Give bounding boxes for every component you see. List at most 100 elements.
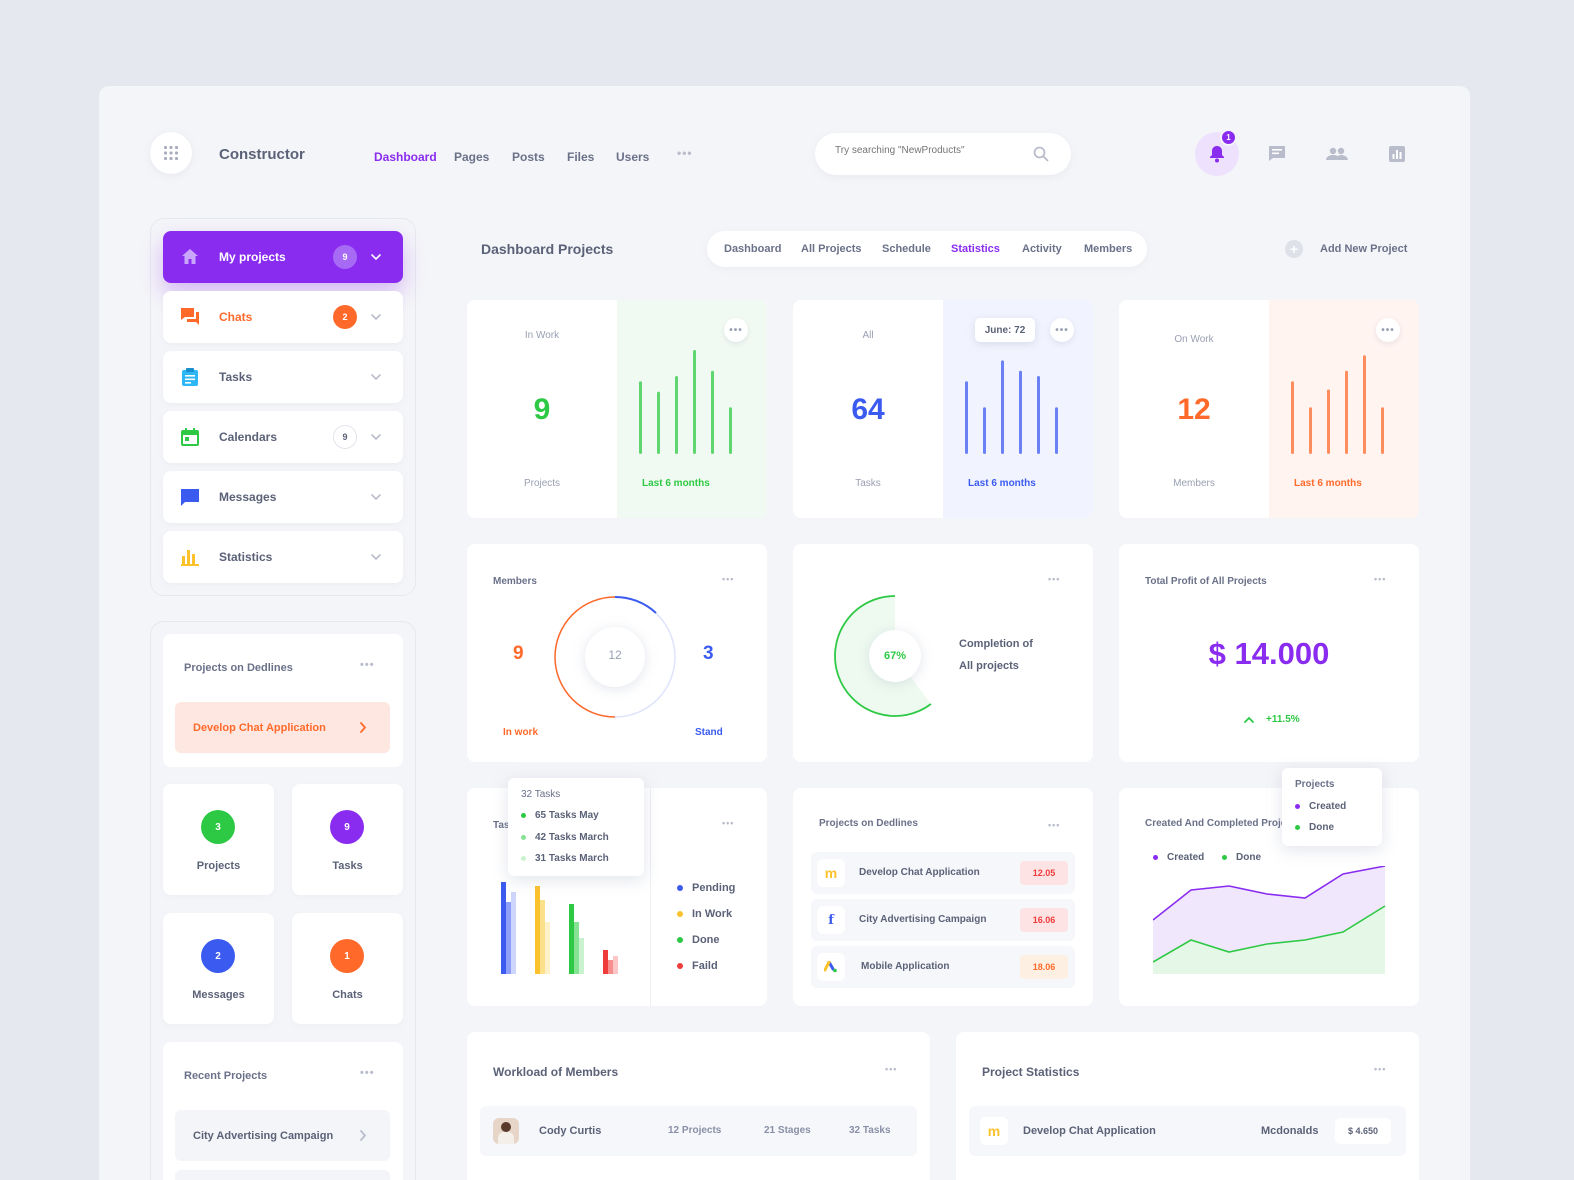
counter-label: Messages	[192, 989, 245, 1001]
add-new-project-button[interactable]: + Add New Project	[1285, 240, 1407, 258]
stat-bar-chart	[639, 350, 732, 454]
search-icon[interactable]	[1033, 146, 1049, 162]
nav-files[interactable]: Files	[567, 150, 595, 164]
recent-project-item[interactable]: City Advertising Campaign	[175, 1110, 390, 1161]
deadline-row[interactable]: Mobile Application 18.06	[811, 946, 1075, 988]
project-tabs: Dashboard All Projects Schedule Statisti…	[707, 231, 1147, 267]
stat-value: 12	[1177, 393, 1211, 426]
profit-card: Total Profit of All Projects ••• $ 14.00…	[1119, 544, 1419, 762]
tooltip-line: Created	[1295, 801, 1346, 812]
plus-icon: +	[1285, 240, 1303, 258]
sidebar-item-tasks[interactable]: Tasks	[163, 351, 403, 403]
app-title: Constructor	[219, 146, 305, 163]
chart-bar	[729, 407, 732, 454]
nav-dashboard[interactable]: Dashboard	[374, 150, 437, 164]
sidebar-item-chats[interactable]: Chats 2	[163, 291, 403, 343]
projects-tooltip: Projects Created Done	[1282, 768, 1382, 846]
more-options-button[interactable]: •••	[1048, 820, 1061, 830]
chevron-down-icon[interactable]	[371, 492, 381, 502]
chevron-down-icon[interactable]	[371, 312, 381, 322]
chevron-down-icon[interactable]	[371, 252, 381, 262]
tooltip-line-label: 42 Tasks March	[535, 832, 609, 843]
stat-bottom-label: Tasks	[855, 478, 881, 489]
legend-label: Done	[1236, 852, 1261, 863]
facebook-logo-icon: f	[817, 906, 845, 934]
recent-project-item[interactable]	[175, 1170, 390, 1180]
project-stat-row[interactable]: m Develop Chat Application Mcdonalds $ 4…	[969, 1106, 1406, 1156]
deadline-item-label: Develop Chat Application	[193, 722, 326, 734]
card-title: Total Profit of All Projects	[1145, 576, 1267, 587]
users-icon[interactable]	[1326, 147, 1348, 161]
counter-card-tasks[interactable]: 9 Tasks	[292, 784, 403, 895]
legend-done: Done	[677, 934, 720, 946]
sidebar-item-my-projects[interactable]: My projects 9	[163, 231, 403, 283]
chart-bar	[1037, 376, 1040, 454]
analytics-icon[interactable]	[1389, 146, 1405, 162]
legend-done: Done	[1222, 852, 1261, 863]
deadline-item[interactable]: Develop Chat Application	[175, 702, 390, 753]
more-options-button[interactable]: •••	[1050, 318, 1074, 342]
more-options-button[interactable]: •••	[1376, 318, 1400, 342]
tab-statistics[interactable]: Statistics	[951, 243, 1000, 255]
more-options-button[interactable]: •••	[722, 574, 735, 584]
stat-range-label: Last 6 months	[968, 478, 1036, 489]
chevron-down-icon[interactable]	[371, 432, 381, 442]
member-row[interactable]: Cody Curtis 12 Projects 21 Stages 32 Tas…	[480, 1106, 917, 1156]
search-box[interactable]	[815, 133, 1071, 175]
counter-card-chats[interactable]: 1 Chats	[292, 913, 403, 1024]
deadline-row[interactable]: m Develop Chat Application 12.05	[811, 852, 1075, 894]
calendar-icon	[181, 428, 199, 446]
tab-dashboard[interactable]: Dashboard	[724, 243, 782, 255]
members-ring-chart	[554, 595, 676, 718]
card-title: Projects on Dedlines	[819, 818, 918, 829]
sidebar-item-label: Tasks	[219, 370, 253, 384]
more-options-button[interactable]: •••	[1048, 574, 1061, 584]
nav-users[interactable]: Users	[616, 150, 650, 164]
nav-pages[interactable]: Pages	[454, 150, 490, 164]
chevron-down-icon[interactable]	[371, 552, 381, 562]
chat-icon[interactable]	[1268, 145, 1286, 162]
nav-posts[interactable]: Posts	[512, 150, 545, 164]
counter-card-messages[interactable]: 2 Messages	[163, 913, 274, 1024]
chart-bar	[965, 381, 968, 454]
sidebar-item-messages[interactable]: Messages	[163, 471, 403, 523]
stat-bottom-label: Members	[1173, 478, 1215, 489]
legend-label: Pending	[692, 882, 736, 894]
chart-bar	[675, 376, 678, 454]
legend-label: Created	[1167, 852, 1205, 863]
clipboard-icon	[182, 368, 198, 386]
tooltip-line: 42 Tasks March	[521, 832, 609, 843]
chevron-right-icon	[360, 722, 367, 733]
notifications-button[interactable]	[1195, 132, 1239, 176]
stat-top-label: All	[862, 330, 874, 341]
more-options-button[interactable]: •••	[885, 1064, 898, 1074]
more-options-button[interactable]: •••	[1374, 574, 1387, 584]
tab-activity[interactable]: Activity	[1022, 243, 1062, 255]
sidebar-item-calendars[interactable]: Calendars 9	[163, 411, 403, 463]
more-options-button[interactable]: •••	[360, 1067, 375, 1079]
card-title: Tas	[493, 820, 510, 831]
tab-all-projects[interactable]: All Projects	[801, 243, 862, 255]
apps-menu-button[interactable]	[150, 132, 192, 174]
tab-members[interactable]: Members	[1084, 243, 1133, 255]
chart-bar	[1291, 381, 1294, 454]
more-options-button[interactable]: •••	[722, 818, 735, 828]
chevron-down-icon[interactable]	[371, 372, 381, 382]
counter-card-projects[interactable]: 3 Projects	[163, 784, 274, 895]
nav-more-button[interactable]: •••	[677, 146, 693, 160]
deadline-row[interactable]: f City Advertising Campaign 16.06	[811, 899, 1075, 941]
search-input[interactable]	[835, 145, 1025, 156]
tab-schedule[interactable]: Schedule	[882, 243, 931, 255]
recent-project-label: City Advertising Campaign	[193, 1130, 334, 1142]
deadline-date: 12.05	[1020, 861, 1068, 885]
counter-value: 3	[201, 810, 235, 844]
completion-label-2: All projects	[959, 660, 1019, 672]
member-stages: 21 Stages	[764, 1125, 811, 1136]
more-options-button[interactable]: •••	[360, 659, 375, 671]
google-ads-logo-icon	[817, 953, 845, 981]
more-options-button[interactable]: •••	[1374, 1064, 1387, 1074]
stand-label: Stand	[695, 727, 723, 738]
legend-label: In Work	[692, 908, 733, 920]
sidebar-item-statistics[interactable]: Statistics	[163, 531, 403, 583]
more-options-button[interactable]: •••	[724, 318, 748, 342]
